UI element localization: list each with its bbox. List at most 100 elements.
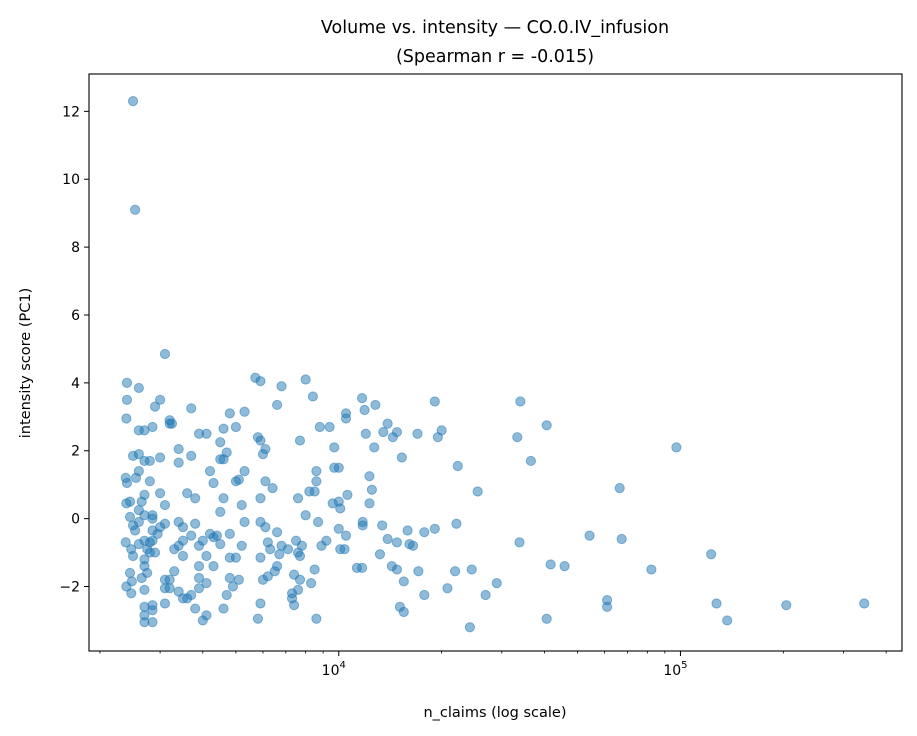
data-point — [525, 455, 536, 467]
data-point — [133, 538, 144, 550]
data-point — [276, 540, 287, 551]
data-point — [127, 96, 139, 107]
data-point — [186, 403, 197, 414]
data-point — [364, 471, 375, 482]
data-point — [312, 516, 324, 528]
data-point — [449, 566, 461, 577]
data-point — [429, 396, 440, 407]
data-point — [201, 550, 212, 562]
data-point — [130, 472, 142, 483]
data-point — [327, 498, 338, 509]
y-tick-label: 2 — [71, 444, 80, 460]
data-point — [159, 574, 171, 585]
data-point — [121, 377, 133, 388]
data-point — [208, 561, 219, 572]
data-point — [276, 381, 287, 392]
data-point — [147, 535, 158, 546]
data-point — [218, 493, 229, 504]
data-point — [218, 423, 229, 434]
plot-frame — [88, 73, 903, 652]
y-axis-label: intensity score (PC1) — [18, 288, 34, 438]
data-point — [340, 530, 352, 541]
data-point — [230, 421, 242, 433]
data-point — [314, 421, 325, 433]
data-point — [154, 394, 166, 405]
x-tick-exponent: 4 — [339, 660, 345, 671]
data-point — [451, 518, 462, 529]
data-point — [359, 404, 370, 416]
data-point — [288, 600, 300, 611]
data-point — [288, 569, 300, 580]
data-point — [121, 394, 133, 405]
data-point — [193, 540, 205, 551]
data-point — [186, 530, 197, 541]
data-point — [311, 613, 322, 624]
data-point — [480, 589, 491, 601]
data-point — [224, 552, 235, 563]
data-point — [252, 613, 264, 624]
data-point — [255, 376, 266, 387]
data-point — [159, 598, 171, 609]
data-point — [333, 523, 344, 534]
data-point — [541, 613, 552, 624]
data-point — [159, 499, 171, 511]
data-point — [616, 533, 627, 545]
data-point — [124, 496, 136, 507]
data-point — [149, 401, 161, 412]
data-point — [166, 418, 178, 429]
data-point — [306, 578, 317, 589]
data-point — [177, 550, 189, 562]
data-point — [127, 550, 139, 562]
data-point — [356, 393, 368, 404]
data-point — [706, 549, 717, 560]
data-point — [173, 457, 184, 468]
data-point — [154, 452, 166, 463]
data-point — [221, 589, 232, 601]
data-point — [124, 511, 136, 523]
data-point — [267, 482, 278, 494]
data-point — [342, 489, 353, 500]
data-point — [127, 520, 139, 531]
data-point — [224, 572, 235, 584]
data-point — [272, 527, 283, 538]
y-tick-label: 0 — [71, 512, 80, 528]
data-point — [419, 589, 430, 601]
data-point — [370, 399, 381, 411]
data-point — [239, 516, 250, 528]
data-point — [351, 562, 363, 573]
data-point — [224, 528, 235, 540]
data-point — [466, 564, 477, 575]
data-point — [398, 576, 409, 587]
data-point — [340, 413, 352, 424]
data-point — [316, 540, 327, 551]
data-point — [274, 549, 285, 560]
data-point — [227, 581, 239, 592]
data-point — [357, 516, 368, 528]
data-point — [429, 523, 440, 534]
data-point — [136, 572, 147, 584]
data-point — [265, 544, 276, 555]
x-tick-label: 104 — [322, 660, 346, 679]
data-point — [386, 561, 397, 572]
data-point — [169, 544, 180, 555]
data-point — [215, 437, 226, 448]
data-point — [514, 537, 525, 548]
data-point — [545, 559, 556, 570]
data-point — [398, 606, 409, 618]
y-tick-label: 10 — [62, 172, 80, 188]
data-point — [173, 516, 184, 528]
data-point — [512, 432, 523, 443]
data-point — [339, 544, 350, 555]
data-point — [442, 583, 453, 594]
data-point — [257, 449, 269, 460]
data-point — [464, 622, 476, 633]
data-point — [294, 550, 306, 562]
y-tick-label: 6 — [71, 308, 80, 324]
data-point — [252, 432, 264, 443]
data-point — [412, 428, 423, 439]
data-point — [147, 617, 158, 628]
data-point — [432, 432, 443, 443]
data-point — [208, 477, 219, 489]
data-point — [307, 391, 318, 402]
data-point — [120, 537, 131, 548]
